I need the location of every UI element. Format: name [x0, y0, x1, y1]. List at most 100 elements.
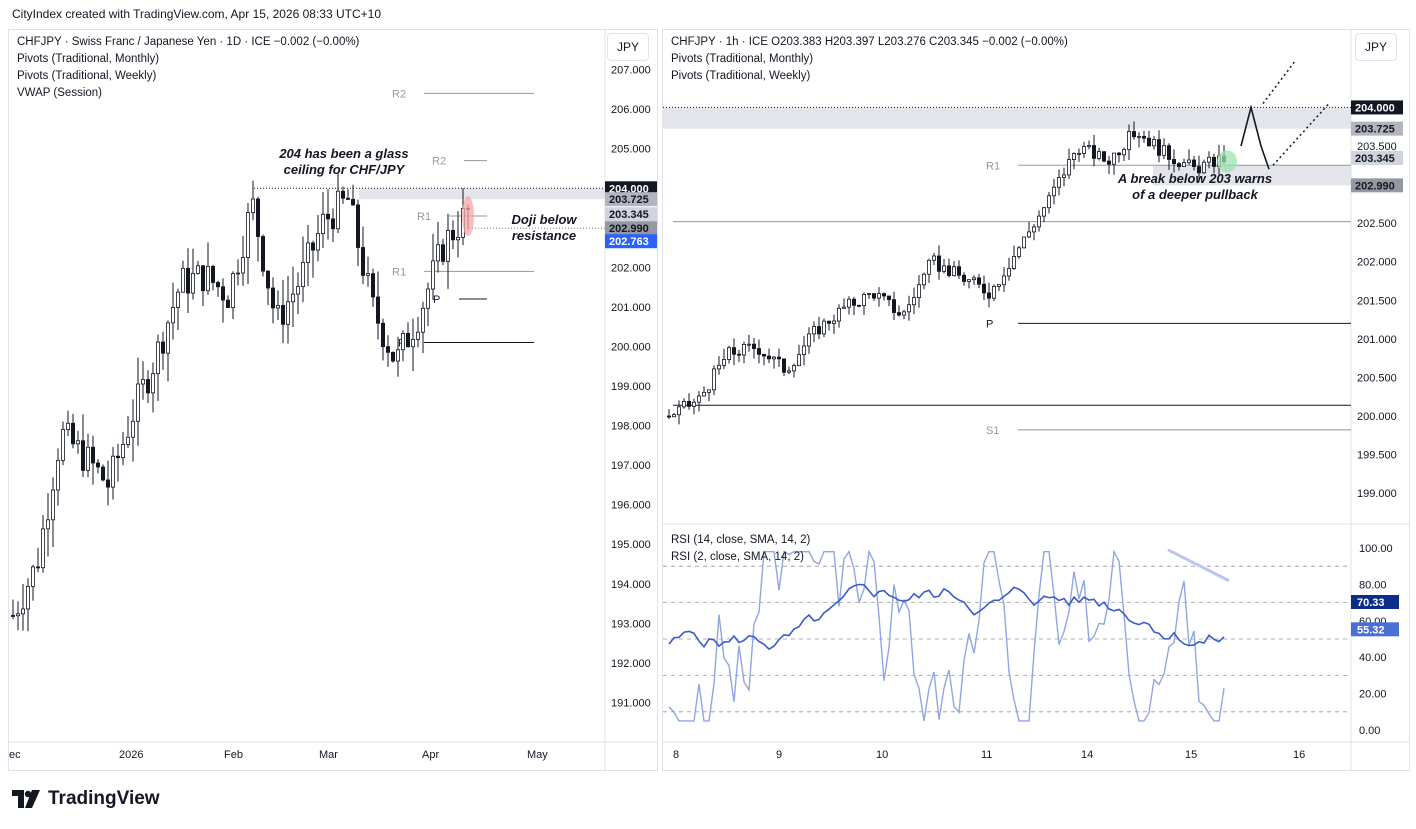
daily-chart-panel[interactable]: 207.000206.000205.000204.000203.000202.0…	[8, 29, 658, 771]
hourly-candle	[906, 295, 911, 321]
price-tag-label: 202.990	[609, 223, 649, 235]
hourly-candle-body	[1146, 137, 1151, 147]
daily-candle	[410, 318, 415, 371]
legend-vwap[interactable]: VWAP (Session)	[17, 87, 102, 99]
hourly-candle-body	[811, 326, 816, 335]
daily-candle	[420, 301, 425, 354]
y-tick-label: 207.000	[611, 65, 651, 77]
daily-candle-body	[111, 455, 116, 488]
hourly-candle	[1051, 178, 1056, 205]
daily-candle	[280, 279, 285, 344]
legend-symbol[interactable]: CHFJPY · Swiss Franc / Japanese Yen · 1D…	[17, 36, 360, 48]
y-tick-label: 202.000	[611, 262, 651, 274]
hourly-candle-body	[1031, 226, 1036, 233]
hourly-candle-body	[686, 401, 691, 407]
hourly-candle-body	[901, 311, 906, 316]
hourly-candle-body	[1111, 152, 1116, 165]
price-tag	[605, 221, 657, 236]
hourly-candle	[981, 275, 986, 301]
hourly-candle	[841, 298, 846, 309]
hourly-candle	[1096, 147, 1101, 161]
y-tick-label: 193.000	[611, 618, 651, 630]
hourly-candle-body	[1156, 139, 1161, 156]
hourly-candle-body	[787, 370, 792, 373]
x-tick-label: May	[527, 749, 548, 761]
daily-candle-body	[235, 272, 240, 275]
hourly-candle	[876, 287, 881, 307]
daily-candle	[190, 248, 195, 300]
x-tick-label: 9	[776, 749, 782, 761]
hourly-candle-body	[1036, 215, 1041, 228]
hourly-candle-body	[1197, 166, 1202, 174]
legend-pivots-monthly-hourly[interactable]: Pivots (Traditional, Monthly)	[671, 53, 814, 65]
pivot-label: R2	[392, 88, 406, 100]
hourly-candle	[1136, 132, 1141, 148]
hourly-candle	[732, 338, 737, 366]
hourly-candle	[866, 293, 871, 299]
daily-candle-body	[280, 305, 285, 325]
legend-pivots-weekly[interactable]: Pivots (Traditional, Weekly)	[17, 70, 157, 82]
price-tag	[605, 207, 657, 222]
legend-symbol-hourly[interactable]: CHFJPY · 1h · ICE O203.383 H203.397 L203…	[671, 36, 1068, 48]
scenario-arrow-up-2	[1272, 103, 1330, 166]
glass-ceiling-note: 204 has been a glass ceiling for CHF/JPY	[244, 146, 444, 178]
daily-candle-body	[96, 462, 101, 468]
hourly-candle	[871, 293, 876, 301]
daily-candle	[20, 583, 25, 631]
daily-candle-body	[310, 242, 315, 251]
daily-candle	[405, 322, 410, 348]
daily-candle-body	[121, 444, 126, 459]
daily-candle	[165, 320, 170, 382]
hourly-chart-svg[interactable]: 204.000203.500203.000202.500202.000201.5…	[663, 30, 1409, 770]
daily-candle	[150, 362, 155, 413]
daily-candle	[170, 282, 175, 340]
daily-candle-body	[136, 383, 141, 422]
daily-candle-body	[30, 566, 35, 587]
hourly-candle-body	[767, 355, 772, 360]
daily-candle-body	[185, 267, 190, 294]
currency-button-hourly[interactable]: JPY	[1355, 33, 1397, 61]
price-tag-label: 203.725	[609, 194, 649, 206]
hourly-candle	[881, 292, 886, 301]
daily-candle	[325, 189, 330, 240]
hourly-candle	[986, 282, 991, 308]
x-tick-label: Mar	[319, 749, 338, 761]
daily-candle	[365, 256, 370, 287]
hourly-candle	[772, 355, 777, 369]
daily-candle	[320, 191, 325, 248]
currency-button[interactable]: JPY	[607, 33, 649, 61]
legend-pivots-weekly-hourly[interactable]: Pivots (Traditional, Weekly)	[671, 70, 811, 82]
hourly-candle-body	[916, 284, 921, 299]
daily-candle	[370, 268, 375, 307]
hourly-candle	[1197, 155, 1202, 183]
hourly-candle-body	[961, 274, 966, 282]
y-tick-label: 199.000	[1357, 488, 1397, 500]
daily-candle	[440, 238, 445, 266]
daily-candle-body	[61, 429, 66, 461]
hourly-candle	[1011, 245, 1016, 271]
rsi-legend-2[interactable]: RSI (2, close, SMA, 14, 2)	[671, 551, 804, 563]
daily-chart-svg[interactable]: 207.000206.000205.000204.000203.000202.0…	[9, 30, 657, 770]
hourly-candle-body	[1207, 156, 1212, 163]
hourly-candle-body	[722, 359, 727, 366]
hourly-chart-panel[interactable]: 204.000203.500203.000202.500202.000201.5…	[662, 29, 1410, 771]
daily-candle-body	[365, 273, 370, 276]
legend-pivots-monthly[interactable]: Pivots (Traditional, Monthly)	[17, 53, 160, 65]
rsi-tick-label: 20.00	[1359, 689, 1387, 701]
hourly-candle	[1081, 141, 1086, 158]
hourly-candle	[697, 391, 702, 412]
price-tag-label: 203.345	[609, 209, 649, 221]
hourly-candle-body	[881, 293, 886, 297]
hourly-candle-body	[856, 304, 861, 307]
daily-candle-body	[395, 349, 400, 362]
hourly-candle-body	[702, 391, 707, 397]
rsi-tag	[1351, 622, 1399, 637]
daily-candle-body	[455, 236, 460, 241]
rsi-legend-14[interactable]: RSI (14, close, SMA, 14, 2)	[671, 534, 811, 546]
reversal-highlight	[1217, 150, 1237, 173]
daily-candle-body	[345, 197, 350, 200]
daily-candle	[385, 335, 390, 367]
tradingview-logo[interactable]: TradingView	[12, 788, 160, 810]
hourly-candle-body	[1011, 256, 1016, 269]
rsi2-line	[668, 549, 1225, 722]
